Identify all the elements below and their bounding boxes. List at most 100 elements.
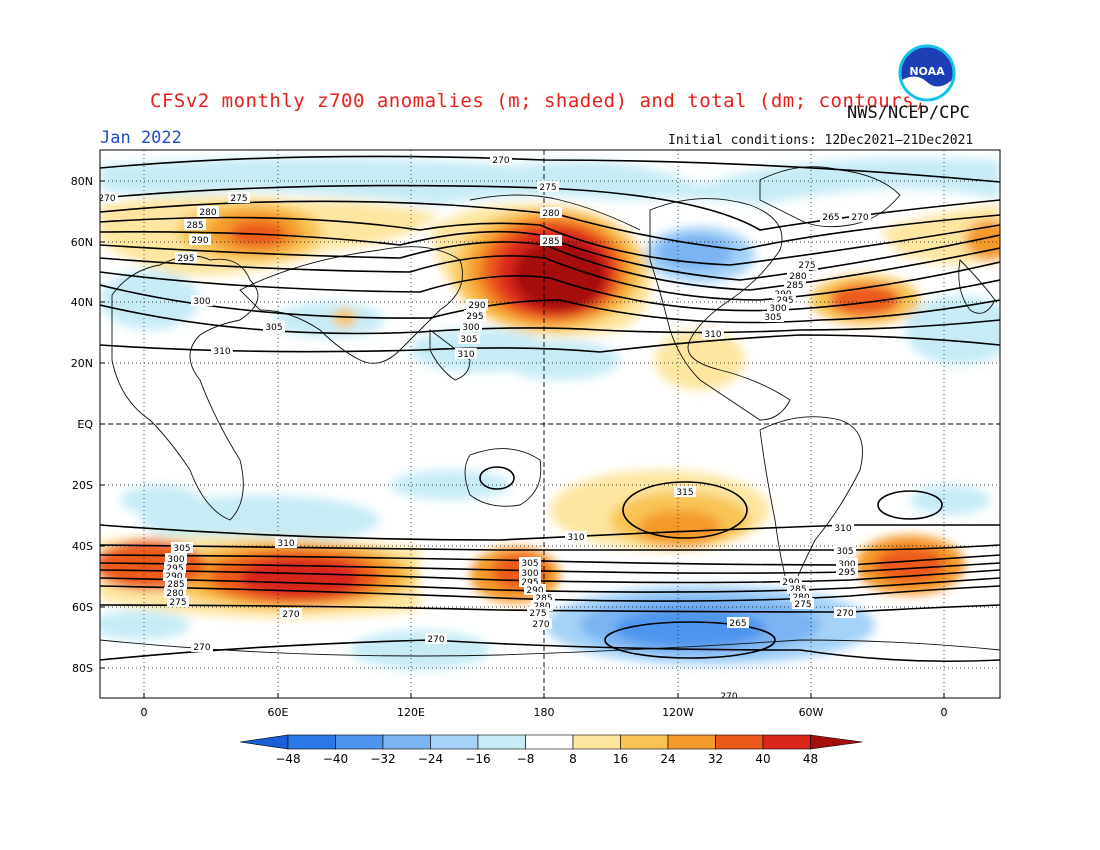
lon-tick-label: 120W (662, 706, 694, 719)
colorbar-box (287, 734, 336, 750)
svg-text:300: 300 (167, 555, 184, 565)
colorbar-tick-label: 16 (613, 752, 628, 766)
colorbar-boxes (239, 734, 863, 750)
colorbar-box (667, 734, 716, 750)
lat-tick-label: 40S (72, 540, 93, 553)
colorbar-tick-label: 32 (708, 752, 723, 766)
svg-text:275: 275 (169, 598, 186, 608)
colorbar-tick-label: −48 (275, 752, 300, 766)
lat-tick-label: EQ (77, 418, 93, 431)
svg-text:275: 275 (230, 194, 247, 204)
lat-tick-label: 60N (71, 236, 93, 249)
colorbar-tick-label: 8 (569, 752, 577, 766)
colorbar-arrow-left (239, 734, 289, 750)
lon-tick-label: 0 (941, 706, 948, 719)
svg-text:310: 310 (277, 539, 294, 549)
svg-text:285: 285 (186, 221, 203, 231)
colorbar-tick-label: −40 (323, 752, 348, 766)
colorbar-box (715, 734, 764, 750)
svg-text:290: 290 (468, 301, 485, 311)
svg-text:295: 295 (838, 568, 855, 578)
lat-tick-label: 60S (72, 601, 93, 614)
colorbar-box (477, 734, 526, 750)
colorbar-box (382, 734, 431, 750)
svg-text:280: 280 (542, 209, 559, 219)
svg-text:305: 305 (521, 559, 538, 569)
svg-text:305: 305 (265, 323, 282, 333)
svg-text:275: 275 (529, 609, 546, 619)
lat-tick-label: 80N (71, 175, 93, 188)
svg-text:285: 285 (786, 281, 803, 291)
colorbar-tick-label: 24 (660, 752, 675, 766)
svg-text:270: 270 (282, 610, 299, 620)
colorbar-box (762, 734, 811, 750)
svg-text:270: 270 (193, 643, 210, 653)
svg-text:270: 270 (851, 213, 868, 223)
svg-text:310: 310 (567, 533, 584, 543)
longitude-axis: 0 60E 120E 180 120W 60W 0 (141, 693, 948, 719)
contour-labels: 270 270 275 275 280 280 285 285 290 295 … (98, 154, 871, 702)
svg-text:270: 270 (836, 609, 853, 619)
colorbar-tick-label: −8 (517, 752, 535, 766)
svg-text:290: 290 (191, 236, 208, 246)
svg-text:310: 310 (457, 350, 474, 360)
lon-tick-label: 60E (268, 706, 289, 719)
svg-text:270: 270 (98, 194, 115, 204)
svg-text:275: 275 (539, 183, 556, 193)
svg-text:295: 295 (466, 312, 483, 322)
colorbar-box (335, 734, 384, 750)
svg-text:275: 275 (794, 600, 811, 610)
initial-conditions-label: Initial conditions: 12Dec2021–21Dec2021 (668, 133, 974, 148)
colorbar-tick-label: −16 (465, 752, 490, 766)
colorbar-box (430, 734, 479, 750)
agency-label: NWS/NCEP/CPC (847, 103, 970, 123)
svg-text:305: 305 (764, 313, 781, 323)
lat-tick-label: 80S (72, 662, 93, 675)
svg-text:295: 295 (166, 564, 183, 574)
colorbar-box (572, 734, 621, 750)
colorbar-box (525, 734, 574, 750)
svg-text:270: 270 (492, 156, 509, 166)
svg-text:295: 295 (177, 254, 194, 264)
colorbar-box (620, 734, 669, 750)
svg-text:285: 285 (167, 580, 184, 590)
svg-text:275: 275 (798, 261, 815, 271)
svg-text:295: 295 (776, 296, 793, 306)
forecast-month: Jan 2022 (100, 128, 182, 148)
svg-text:270: 270 (720, 692, 737, 702)
colorbar-tick-label: 48 (803, 752, 818, 766)
svg-text:280: 280 (199, 208, 216, 218)
lon-tick-label: 60W (799, 706, 824, 719)
colorbar-tick-label: 40 (755, 752, 770, 766)
chart-title: CFSv2 monthly z700 anomalies (m; shaded)… (150, 90, 927, 112)
svg-text:270: 270 (427, 635, 444, 645)
svg-text:290: 290 (165, 572, 182, 582)
svg-text:300: 300 (769, 304, 786, 314)
lat-tick-label: 40N (71, 296, 93, 309)
svg-text:285: 285 (789, 585, 806, 595)
svg-text:315: 315 (676, 488, 693, 498)
svg-text:300: 300 (838, 560, 855, 570)
lon-tick-label: 120E (397, 706, 425, 719)
svg-text:270: 270 (532, 620, 549, 630)
svg-text:305: 305 (173, 544, 190, 554)
noaa-logo-icon: NOAA (897, 43, 957, 103)
svg-text:305: 305 (836, 547, 853, 557)
svg-text:295: 295 (521, 578, 538, 588)
svg-text:310: 310 (213, 347, 230, 357)
colorbar-arrow-right (810, 734, 863, 750)
svg-text:300: 300 (521, 569, 538, 579)
colorbar-labels: −48 −40 −32 −24 −16 −8 8 16 24 32 40 48 (275, 752, 818, 766)
lon-tick-label: 0 (141, 706, 148, 719)
lon-tick-label: 180 (534, 706, 555, 719)
svg-text:310: 310 (834, 524, 851, 534)
svg-text:265: 265 (822, 213, 839, 223)
lat-tick-label: 20N (71, 357, 93, 370)
svg-text:285: 285 (542, 237, 559, 247)
noaa-logo-text: NOAA (909, 65, 945, 78)
svg-text:290: 290 (526, 586, 543, 596)
colorbar-tick-label: −32 (370, 752, 395, 766)
svg-text:305: 305 (460, 335, 477, 345)
